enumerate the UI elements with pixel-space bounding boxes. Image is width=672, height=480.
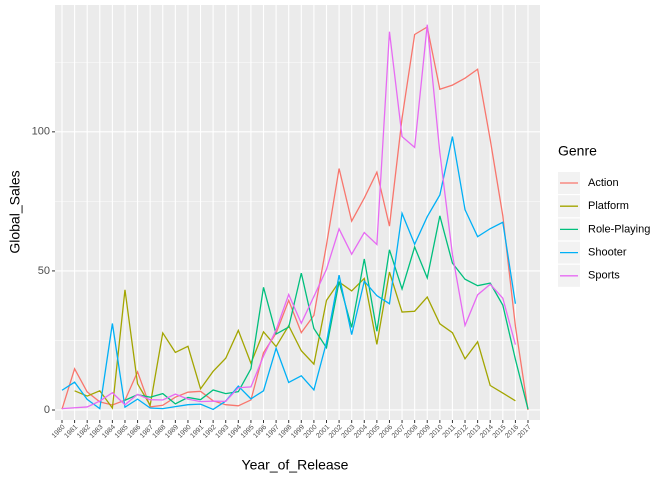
panel: [55, 5, 540, 420]
x-tick-label: 1998: [277, 424, 293, 440]
x-tick-label: 2002: [328, 424, 344, 440]
x-tick-label: 2010: [429, 424, 445, 440]
x-tick-label: 2016: [504, 424, 520, 440]
x-tick-label: 1991: [189, 424, 205, 440]
x-tick-label: 1984: [101, 424, 117, 440]
x-tick-label: 1985: [114, 424, 130, 440]
y-tick-label: 50: [38, 265, 50, 277]
series-line: [61, 24, 517, 410]
x-tick-label: 1989: [164, 424, 180, 440]
x-tick-label: 1999: [290, 424, 306, 440]
series-line: [124, 215, 529, 410]
x-tick-label: 1986: [126, 424, 142, 440]
x-tick-label: 2007: [391, 424, 407, 440]
legend-label: Action: [588, 177, 619, 189]
x-axis-label: Year_of_Release: [242, 457, 349, 473]
x-tick-label: 1996: [252, 424, 268, 440]
legend-label: Platform: [588, 200, 629, 212]
x-tick-label: 1997: [265, 424, 281, 440]
x-tick-label: 1980: [51, 424, 67, 440]
x-tick-label: 2001: [315, 424, 331, 440]
x-tick-label: 1988: [152, 424, 168, 440]
series-line: [74, 271, 516, 410]
x-tick-label: 1990: [177, 424, 193, 440]
x-tick-label: 1981: [63, 424, 79, 440]
x-tick-label: 1995: [240, 424, 256, 440]
x-tick-label: 2003: [340, 424, 356, 440]
x-tick-label: 1987: [139, 424, 155, 440]
y-tick-label: 0: [44, 404, 50, 416]
x-tick-label: 2004: [353, 424, 369, 440]
y-tick-label: 100: [32, 126, 50, 138]
x-tick-label: 2000: [303, 424, 319, 440]
x-tick-label: 2009: [416, 424, 432, 440]
x-tick-label: 2013: [466, 424, 482, 440]
legend-label: Role-Playing: [588, 223, 650, 235]
x-tick-label: 2008: [403, 424, 419, 440]
x-tick-label: 2005: [366, 424, 382, 440]
x-tick-label: 2014: [479, 424, 495, 440]
x-tick-label: 1982: [76, 424, 92, 440]
x-tick-label: 2017: [517, 424, 533, 440]
legend-title: Genre: [558, 143, 597, 159]
x-tick-label: 1994: [227, 424, 243, 440]
series-line: [61, 136, 517, 411]
legend-label: Shooter: [588, 247, 627, 259]
series-line: [61, 25, 529, 411]
x-tick-label: 2012: [454, 424, 470, 440]
x-tick-label: 2006: [378, 424, 394, 440]
x-tick-label: 2015: [492, 424, 508, 440]
legend-label: Sports: [588, 270, 620, 282]
x-tick-label: 1992: [202, 424, 218, 440]
x-tick-label: 1983: [89, 424, 105, 440]
y-axis-label: Global_Sales: [7, 170, 23, 253]
x-tick-label: 1993: [214, 424, 230, 440]
